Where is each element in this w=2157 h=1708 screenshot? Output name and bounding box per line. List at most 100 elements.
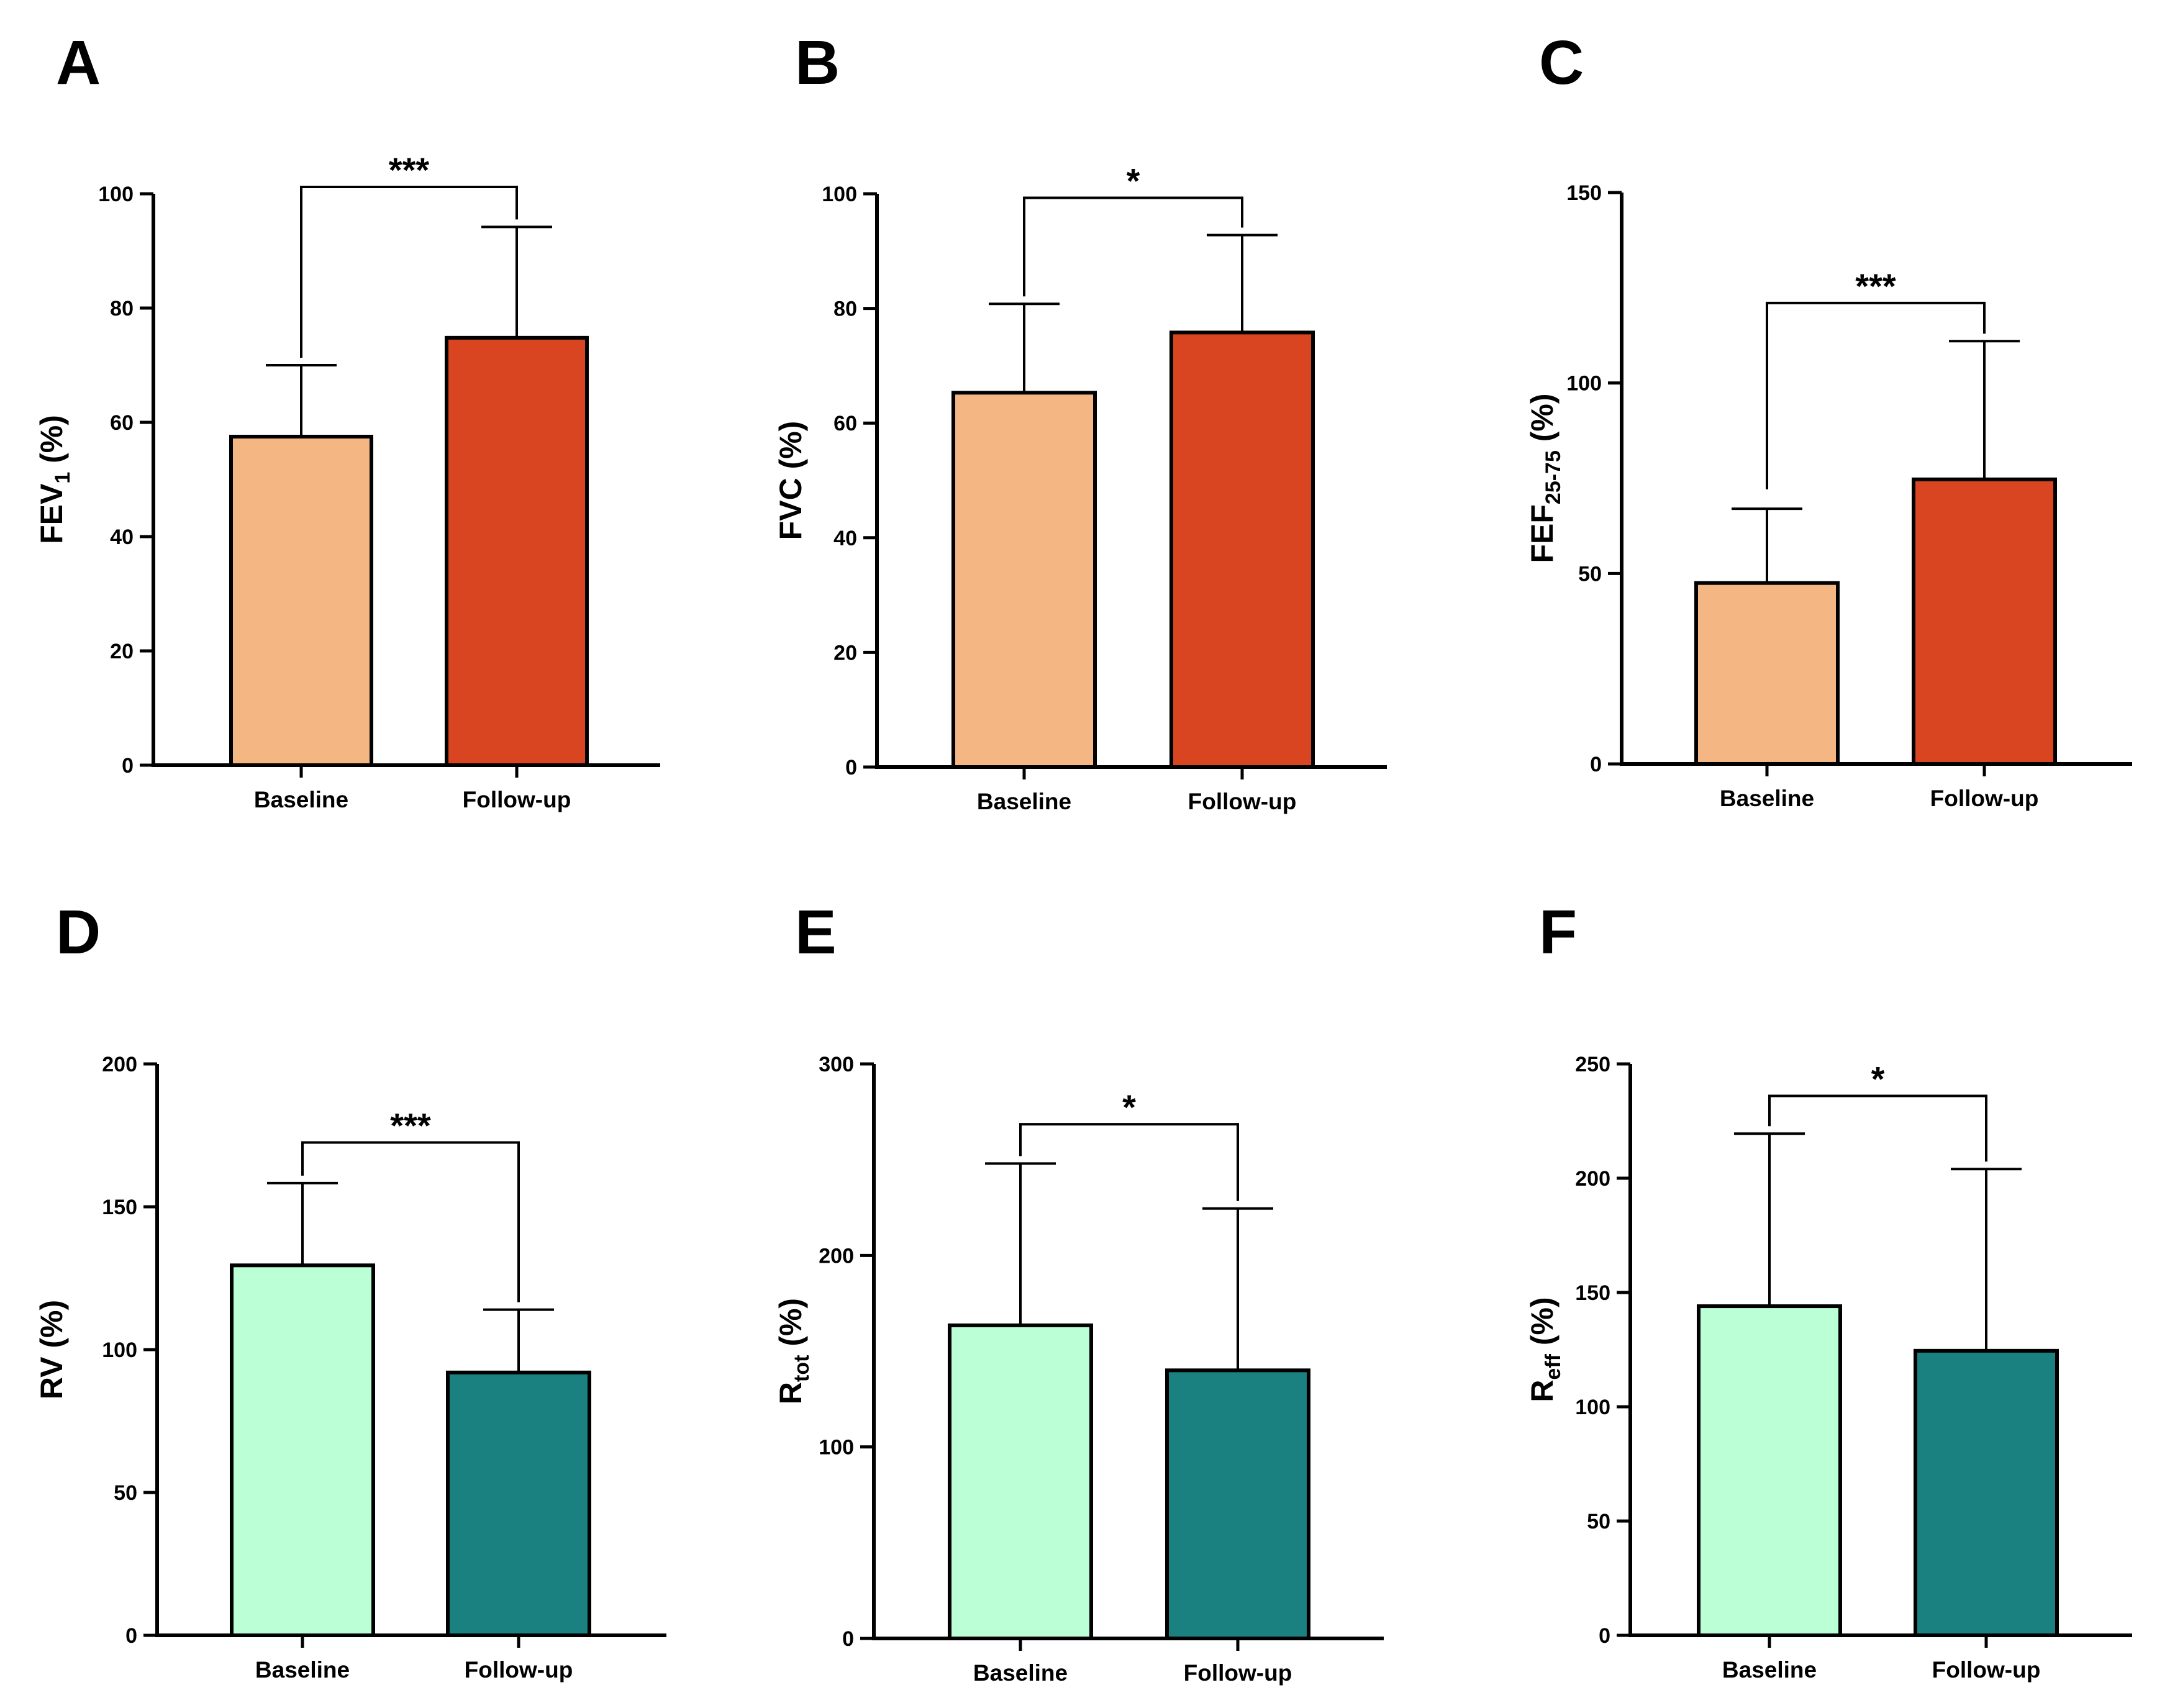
bar-follow-up: [445, 335, 589, 767]
y-tick-label: 300: [819, 1053, 854, 1076]
y-tick-label: 100: [1575, 1396, 1610, 1419]
y-tick-label: 0: [122, 754, 134, 778]
x-category-label: Baseline: [1720, 786, 1814, 811]
x-category-label: Baseline: [973, 1660, 1068, 1686]
y-tick-label: 80: [833, 298, 857, 321]
panel-f: F Reff (%) * 0 50 100 150 200 250 Baseline Follow-…: [1525, 897, 2132, 1683]
y-tick-label: 60: [110, 411, 134, 435]
significance-bracket: [301, 1141, 520, 1302]
significance-bracket: [1023, 196, 1243, 297]
significance-bracket: [1019, 1123, 1239, 1201]
y-tick-label: 0: [1590, 753, 1602, 776]
y-tick-label: 0: [842, 1627, 854, 1651]
bar-follow-up: [1912, 477, 2057, 766]
y-axis-label-unit: (%): [1525, 1297, 1560, 1354]
panel-letter: A: [56, 28, 101, 98]
y-tick-label: 40: [833, 527, 857, 550]
error-bar-baseline: [989, 302, 1060, 393]
panel-letter: C: [1539, 28, 1584, 98]
error-bar-follow-up: [1207, 234, 1278, 333]
x-category-label: Follow-up: [1188, 789, 1297, 814]
bar-baseline: [230, 1263, 375, 1638]
y-axis-label-subscript: tot: [790, 1355, 814, 1382]
error-bar-baseline: [985, 1162, 1056, 1325]
y-tick-label: 100: [819, 1436, 854, 1460]
significance-bracket: [300, 185, 518, 358]
panel-letter: D: [56, 897, 101, 967]
y-axis-label-unit: (%): [34, 415, 69, 472]
y-tick-label: 200: [102, 1053, 137, 1076]
panel-letter: E: [795, 897, 837, 967]
y-axis-label: RV (%): [34, 1300, 69, 1399]
panel-letter: F: [1539, 897, 1577, 967]
bar-baseline: [948, 1323, 1093, 1640]
y-tick-label: 150: [1566, 181, 1602, 205]
y-tick-label: 80: [110, 297, 134, 320]
y-tick-label: 100: [102, 1338, 137, 1362]
y-tick-label: 200: [1575, 1167, 1610, 1191]
panel-c: C FEF25-75 (%) *** 0 50 100 150 Baseline Follow-…: [1525, 28, 2132, 811]
y-tick-label: 100: [98, 183, 134, 206]
y-tick-label: 50: [1587, 1510, 1610, 1533]
x-category-label: Follow-up: [463, 787, 571, 812]
y-tick-label: 40: [110, 525, 134, 549]
y-tick-label: 100: [1566, 372, 1602, 396]
y-axis-label-main: FEV: [34, 483, 69, 544]
significance-label: ***: [390, 1106, 431, 1145]
significance-bracket: [1768, 1094, 1987, 1162]
y-axis-label: Rtot (%): [773, 1298, 814, 1404]
significance-label: *: [1127, 161, 1140, 200]
y-tick-label: 50: [1578, 562, 1602, 586]
x-category-label: Follow-up: [1930, 786, 2039, 811]
error-bar-baseline: [267, 1181, 338, 1266]
y-axis-label: FEV1 (%): [34, 415, 75, 544]
y-axis-label-unit: (%): [773, 1298, 808, 1355]
y-axis-label: FVC (%): [773, 421, 808, 540]
bar-baseline: [951, 391, 1097, 769]
panel-letter: B: [795, 28, 840, 98]
x-category-label: Follow-up: [1184, 1660, 1292, 1686]
y-axis-label: FEF25-75 (%): [1525, 393, 1565, 563]
bar-baseline: [1694, 581, 1840, 766]
y-tick-label: 0: [125, 1624, 137, 1648]
y-tick-label: 250: [1575, 1053, 1610, 1076]
x-category-label: Baseline: [254, 787, 348, 812]
y-tick-label: 150: [102, 1196, 137, 1219]
error-bar-follow-up: [481, 225, 552, 338]
error-bar-baseline: [266, 364, 337, 437]
y-axis-label: Reff (%): [1525, 1297, 1565, 1402]
significance-label: *: [1871, 1060, 1885, 1099]
y-tick-label: 0: [1599, 1624, 1610, 1648]
y-tick-label: 200: [819, 1244, 854, 1268]
x-category-label: Baseline: [255, 1657, 350, 1683]
bar-follow-up: [1914, 1348, 2059, 1638]
significance-label: *: [1122, 1088, 1136, 1127]
x-category-label: Follow-up: [465, 1657, 573, 1683]
error-bar-follow-up: [1949, 340, 2020, 479]
y-axis-label-main: FEF: [1525, 504, 1560, 563]
bar-baseline: [1697, 1304, 1842, 1638]
x-category-label: Baseline: [1722, 1657, 1817, 1683]
x-category-label: Baseline: [977, 789, 1071, 814]
y-tick-label: 0: [845, 756, 857, 779]
error-bar-baseline: [1732, 507, 1802, 583]
y-axis-label-main: R: [773, 1382, 808, 1404]
bar-follow-up: [1165, 1368, 1310, 1640]
significance-label: ***: [389, 150, 430, 189]
x-category-label: Follow-up: [1932, 1657, 2041, 1683]
y-tick-label: 60: [833, 412, 857, 435]
significance-label: ***: [1855, 266, 1896, 306]
bar-follow-up: [1169, 330, 1315, 769]
error-bar-follow-up: [1951, 1168, 2022, 1351]
error-bar-follow-up: [483, 1308, 554, 1373]
y-axis-label-subscript: eff: [1542, 1353, 1565, 1379]
bar-baseline: [229, 435, 373, 767]
y-axis-label-main: R: [1525, 1380, 1560, 1402]
y-axis-label-subscript: 25-75: [1542, 450, 1565, 504]
y-tick-label: 50: [114, 1481, 137, 1505]
error-bar-follow-up: [1202, 1207, 1273, 1371]
y-tick-label: 100: [822, 183, 857, 206]
significance-bracket: [1766, 301, 1986, 489]
panel-e: E Rtot (%) * 0 100 200 300 Baseline Follow-up: [773, 897, 1384, 1686]
